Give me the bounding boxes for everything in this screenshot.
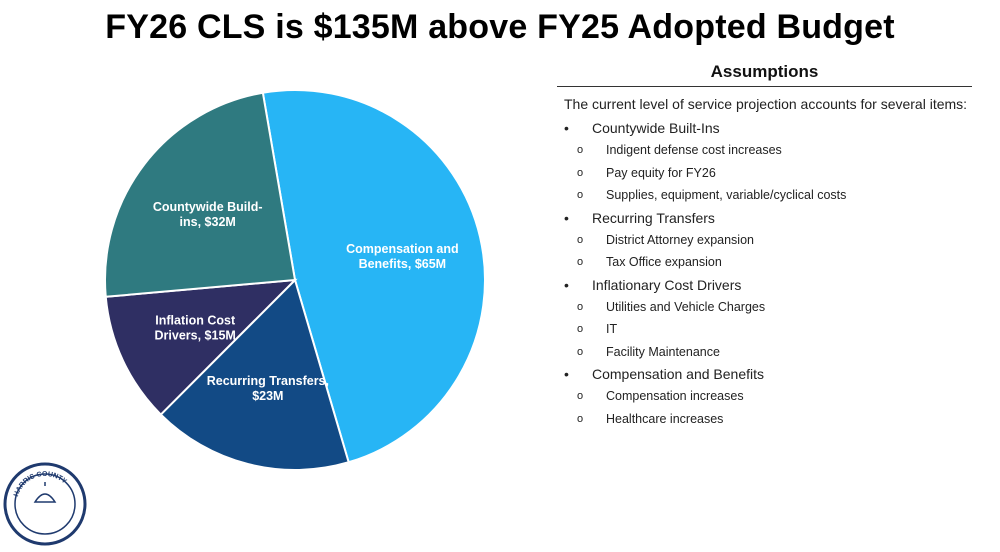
sub-bullet-icon: o xyxy=(577,144,584,157)
pie-slice xyxy=(104,278,298,416)
assumption-subitem-label: Pay equity for FY26 xyxy=(606,165,716,180)
assumption-subitem: o Healthcare increases xyxy=(557,408,972,431)
pie-chart: Compensation and Benefits, $65M Recurring … xyxy=(104,89,486,471)
bullet-icon: • xyxy=(564,366,569,382)
assumption-label: Inflationary Cost Drivers xyxy=(592,276,742,293)
assumption-subitem-label: Healthcare increases xyxy=(606,411,724,426)
assumption-subitem-label: Compensation increases xyxy=(606,389,744,404)
pie-slice-label: Compensation and Benefits, $65M xyxy=(346,242,459,271)
sub-bullet-icon: o xyxy=(577,323,584,336)
sub-bullet-icon: o xyxy=(577,256,584,269)
sub-bullet-icon: o xyxy=(577,233,584,246)
assumption-subitem: o Compensation increases xyxy=(557,385,972,408)
assumption-subitem-label: Utilities and Vehicle Charges xyxy=(606,299,766,314)
sub-bullet-icon: o xyxy=(577,412,584,425)
assumption-subitem: o Pay equity for FY26 xyxy=(557,162,972,185)
assumption-subitem: o Supplies, equipment, variable/cyclical … xyxy=(557,184,972,207)
assumption-subitem: o IT xyxy=(557,318,972,341)
harris-county-seal-logo: HARRIS COUNTY xyxy=(3,462,87,546)
bullet-icon: • xyxy=(564,209,569,226)
sub-bullet-icon: o xyxy=(577,390,584,403)
sub-bullet-icon: o xyxy=(577,300,584,313)
pie-slice-label-line: $23M xyxy=(252,389,283,403)
assumption-subitem-label: IT xyxy=(606,322,618,337)
pie-slice-label-line: Benefits, $65M xyxy=(359,257,447,271)
assumption-label: Compensation and Benefits xyxy=(592,366,764,382)
assumptions-intro: The current level of service projection … xyxy=(564,96,968,112)
bullet-icon: • xyxy=(564,120,569,136)
assumption-label: Recurring Transfers xyxy=(592,209,715,226)
pie-slice-label-line: Drivers, $15M xyxy=(155,329,236,343)
assumption-subitem-label: Supplies, equipment, variable/cyclical c… xyxy=(606,188,847,203)
assumption-subitem-label: Indigent defense cost increases xyxy=(606,143,782,158)
assumptions-panel: Assumptions The current level of service… xyxy=(557,62,972,430)
pie-slice-label-line: Inflation Cost xyxy=(155,314,236,328)
pie-slice-label: Countywide Build-ins, $32M xyxy=(153,200,263,229)
assumption-label: Countywide Built-Ins xyxy=(592,120,720,136)
pie-slice-label-line: Compensation and xyxy=(346,242,459,256)
assumption-item: • Compensation and Benefits o Compensation … xyxy=(557,363,972,430)
sub-bullet-icon: o xyxy=(577,166,584,179)
sub-bullet-icon: o xyxy=(577,189,584,202)
assumption-item: • Inflationary Cost Drivers o Utilities and… xyxy=(557,274,972,364)
assumption-subitem-label: District Attorney expansion xyxy=(606,232,754,247)
assumption-subitem: o Utilities and Vehicle Charges xyxy=(557,296,972,319)
pie-slice-label-line: Countywide Build- xyxy=(153,200,263,214)
pie-slice xyxy=(159,278,350,471)
bullet-icon: • xyxy=(564,276,569,293)
pie-slice-label-line: Recurring Transfers, xyxy=(207,374,329,388)
pie-slice-label: Recurring Transfers, $23M xyxy=(207,374,329,403)
assumption-subitem: o Indigent defense cost increases xyxy=(557,139,972,162)
assumptions-title: Assumptions xyxy=(557,62,972,87)
assumption-subitem: o Facility Maintenance xyxy=(557,341,972,364)
assumption-item: • Countywide Built-Ins o Indigent defense c… xyxy=(557,117,972,207)
assumption-subitem: o Tax Office expansion xyxy=(557,251,972,274)
pie-slice-label: Inflation Cost Drivers, $15M xyxy=(155,314,236,343)
assumption-item: • Recurring Transfers o District Attorney e… xyxy=(557,207,972,274)
assumption-subitem-label: Tax Office expansion xyxy=(606,255,722,270)
sub-bullet-icon: o xyxy=(577,345,584,358)
pie-slice xyxy=(261,89,486,464)
assumptions-list: • Countywide Built-Ins o Indigent defense c… xyxy=(557,117,972,430)
slide-title: FY26 CLS is $135M above FY25 Adopted Bud… xyxy=(105,8,895,46)
pie-slice-label-line: ins, $32M xyxy=(180,215,236,229)
assumption-subitem-label: Facility Maintenance xyxy=(606,344,720,359)
pie-slice xyxy=(104,91,297,298)
assumption-subitem: o District Attorney expansion xyxy=(557,229,972,252)
